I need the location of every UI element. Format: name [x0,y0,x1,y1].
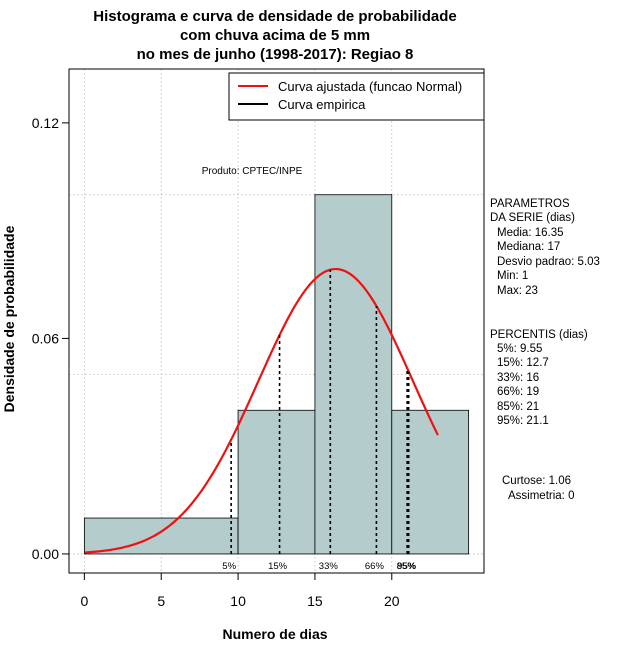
title-line-1: Histograma e curva de densidade de proba… [93,8,456,25]
x-tick-label-10: 10 [230,593,246,609]
legend-label-normal: Curva ajustada (funcao Normal) [278,79,462,94]
curtose: Curtose: 1.06 [502,475,571,487]
title-line-2: com chuva acima de 5 mm [180,27,370,44]
y-tick-label-0: 0.00 [32,546,59,562]
x-tick-label-15: 15 [307,593,323,609]
chart-title: Histograma e curva de densidade de proba… [93,8,456,63]
histogram-bar [237,409,316,555]
histogram-bar [314,194,393,555]
histogram-bar [83,517,239,555]
legend-box [228,72,485,121]
title-line-3: no mes de junho (1998-2017): Regiao 8 [137,46,414,63]
normal-curve-line [84,267,439,554]
percentil-15: 15%: 12.7 [497,357,549,369]
y-axis-title: Densidade de probabilidade [1,225,17,412]
percentil-95: 95%: 21.1 [497,415,549,427]
params-title-1: PARAMETROS [490,198,570,210]
param-min: Min: 1 [497,270,528,282]
source-annotation: Produto: CPTEC/INPE [202,166,303,177]
series-parameters-panel: PARAMETROS DA SERIE (dias) Media: 16.35 … [490,198,600,502]
params-title-2: DA SERIE (dias) [490,212,575,224]
percentil-5: 5%: 9.55 [497,343,542,355]
percentil-66: 66%: 19 [497,386,539,398]
percentile-label-85: 85% [397,561,417,572]
histogram-bars [83,194,470,555]
assimetria: Assimetria: 0 [508,490,574,502]
percentil-33: 33%: 16 [497,372,539,384]
x-tick-label-0: 0 [80,593,88,609]
percentile-label-15: 15% [268,561,288,572]
density-curve [84,267,439,554]
param-max: Max: 23 [497,285,538,297]
legend-label-empirical: Curva empirica [278,97,366,112]
percentile-label-66: 66% [365,561,385,572]
percentile-label-33: 33% [319,561,339,572]
x-axis-title: Numero de dias [222,626,327,642]
param-media: Media: 16.35 [497,227,564,239]
percentile-lines [230,269,410,554]
percentile-label-5: 5% [222,561,236,572]
x-tick-label-20: 20 [384,593,400,609]
y-tick-label-012: 0.12 [32,115,59,131]
param-mediana: Mediana: 17 [497,241,560,253]
param-desvio: Desvio padrao: 5.03 [497,256,600,268]
percentis-title: PERCENTIS (dias) [490,329,588,341]
histogram-bar [391,409,470,555]
legend: Curva ajustada (funcao Normal) Curva emp… [228,72,485,121]
y-tick-label-006: 0.06 [32,330,59,346]
percentil-85: 85%: 21 [497,401,539,413]
x-tick-label-5: 5 [157,593,165,609]
axes [62,122,393,580]
percentile-label-95: 95% [397,561,417,572]
